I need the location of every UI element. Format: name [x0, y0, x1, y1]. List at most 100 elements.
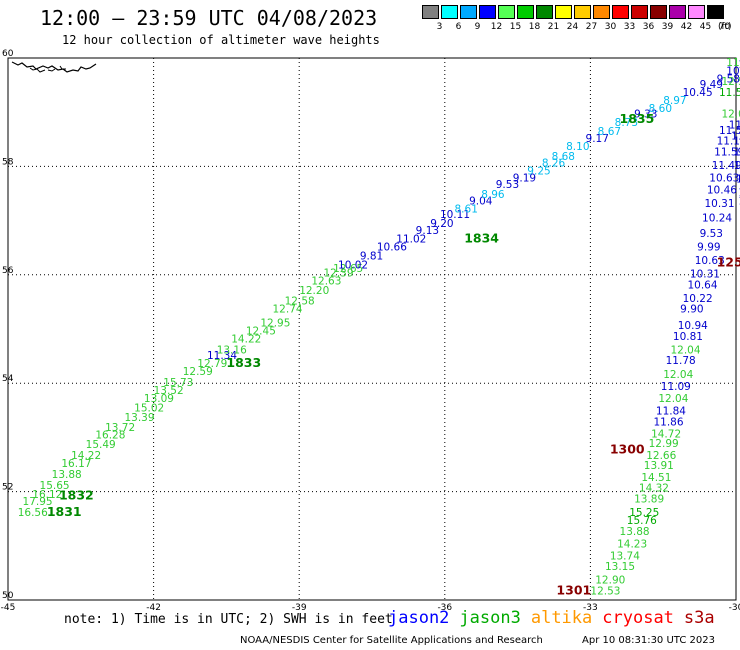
wave-height-value: 8.67: [598, 126, 621, 138]
legend-swatch: [536, 5, 553, 19]
wave-height-value: 13.74: [610, 550, 640, 562]
wave-height-value: 11.86: [653, 416, 683, 428]
pass-time-label: 1831: [47, 504, 82, 519]
wave-height-value: 13.09: [144, 393, 174, 405]
pass-time-label: 1301: [556, 583, 591, 598]
credit-text: NOAA/NESDIS Center for Satellite Applica…: [240, 635, 543, 646]
wave-height-value: 12.20: [299, 285, 329, 297]
wave-height-value: 10.66: [377, 241, 407, 253]
legend-swatch: [422, 5, 439, 19]
wave-height-value: 9.81: [360, 251, 383, 263]
wave-height-value: 10.81: [673, 331, 703, 343]
lat-tick-label: 50: [2, 591, 14, 601]
legend-label: 24: [566, 22, 579, 32]
legend-label: 9: [474, 22, 481, 32]
lon-tick-label: -30: [729, 603, 740, 613]
wave-height-value: 10.24: [702, 213, 732, 225]
wave-height-value: 14.51: [641, 472, 671, 484]
wave-height-value: 16.12: [32, 489, 62, 501]
pass-time-label: 1832: [59, 488, 94, 503]
wave-height-value: 10.45: [683, 87, 713, 99]
footer-note: note: 1) Time is in UTC; 2) SWH is in fe…: [64, 612, 393, 627]
wave-height-value: 8.68: [552, 151, 575, 163]
wave-height-value: 10.43: [738, 195, 740, 207]
wave-height-value: 10.31: [704, 198, 734, 210]
legend-swatch: [688, 5, 705, 19]
satellite-legend: jason2 jason3 altika cryosat s3a: [388, 608, 725, 628]
wave-height-value: 11.53: [719, 87, 740, 99]
wave-height-value: 9.19: [513, 173, 536, 185]
wave-height-value: 9.13: [416, 225, 439, 237]
wave-height-value: 10.45: [726, 65, 740, 77]
pass-time-label: 1835: [620, 111, 655, 126]
legend-label: 39: [661, 22, 674, 32]
wave-height-value: 12.95: [260, 317, 290, 329]
wave-height-value: 13.88: [620, 526, 650, 538]
map-subtitle: 12 hour collection of altimeter wave hei…: [62, 33, 380, 47]
wave-height-value: 11.02: [396, 233, 426, 245]
wave-height-value: 12.90: [595, 575, 625, 587]
wave-height-value: 11.84: [656, 406, 686, 418]
satellite-altika: altika: [530, 608, 593, 628]
wave-height-value: 12.04: [658, 393, 688, 405]
wave-height-value: 13.91: [644, 460, 674, 472]
wave-height-value: 8.60: [649, 103, 672, 115]
wave-height-value: 11.83: [726, 57, 740, 69]
wave-height-value: 9.58: [717, 73, 740, 85]
legend-swatch: [479, 5, 496, 19]
map-title: 12:00 – 23:59 UTC 04/08/2023: [40, 6, 378, 30]
wave-height-value: 14.22: [71, 450, 101, 462]
lon-tick-label: -36: [437, 603, 452, 613]
wave-height-value: 9.90: [680, 304, 703, 316]
legend-swatch: [631, 5, 648, 19]
wave-height-value: 9.99: [697, 241, 720, 253]
wave-height-value: 12.01: [721, 109, 740, 121]
wave-height-value: 12.53: [721, 76, 740, 88]
legend-swatch: [517, 5, 534, 19]
wave-height-value: 11.78: [666, 355, 696, 367]
wave-height-value: 12.63: [311, 276, 341, 288]
legend-label: 3: [436, 22, 443, 32]
wave-height-value: 12.45: [246, 325, 276, 337]
wave-height-value: 8.26: [542, 157, 566, 169]
wave-height-value: 16.17: [61, 458, 91, 470]
wave-height-value: 12.99: [649, 438, 679, 450]
wave-height-value: 14.32: [639, 483, 669, 495]
satellite-jason3: jason3: [459, 608, 521, 628]
wave-height-value: 11.49: [712, 160, 740, 172]
legend-label: 21: [547, 22, 560, 32]
legend-label: 45: [699, 22, 712, 32]
wave-height-value: 10.64: [687, 279, 717, 291]
wave-height-value: 11.16: [717, 136, 740, 148]
wave-height-value: 11.34: [207, 350, 237, 362]
timestamp: Apr 10 08:31:30 UTC 2023: [582, 635, 715, 646]
wave-height-value: 12.74: [273, 304, 303, 316]
legend-label: 12: [490, 22, 503, 32]
lat-tick-label: 54: [2, 374, 14, 384]
pass-time-label: 1259: [717, 255, 740, 270]
wave-height-value: 9.20: [430, 218, 453, 230]
wave-height-value: 16.28: [95, 429, 125, 441]
lon-tick-label: -39: [292, 603, 307, 613]
legend-swatch: [707, 5, 724, 19]
legend-swatch: [555, 5, 572, 19]
wave-height-value: 10.40: [738, 187, 740, 199]
wave-height-value: 10.63: [695, 255, 725, 267]
wave-height-value: 12.04: [663, 369, 693, 381]
wave-height-value: 9.53: [700, 228, 723, 240]
wave-height-value: 11.09: [661, 381, 691, 393]
wave-height-value: 10.46: [707, 185, 737, 197]
wave-height-value: 14.22: [231, 334, 261, 346]
wave-height-value: 10.11: [440, 209, 470, 221]
lon-tick-label: -42: [146, 603, 161, 613]
wave-height-value: 8.96: [481, 189, 505, 201]
satellite-s3a: s3a: [683, 608, 715, 628]
satellite-jason2: jason2: [388, 608, 450, 628]
wave-height-value: 12.65: [333, 263, 363, 275]
wave-height-value: 8.73: [615, 117, 638, 129]
wave-height-value: 15.65: [40, 480, 70, 492]
legend-label: 70: [718, 22, 731, 32]
pass-time-label: 1834: [464, 230, 499, 245]
legend-label: 36: [642, 22, 655, 32]
